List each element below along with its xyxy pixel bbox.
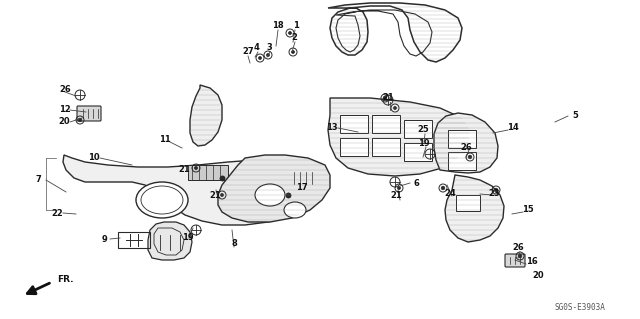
Circle shape <box>394 107 397 109</box>
Circle shape <box>221 194 223 197</box>
Bar <box>372 138 400 156</box>
Text: 5: 5 <box>572 110 578 120</box>
Circle shape <box>441 186 445 190</box>
Text: 7: 7 <box>35 175 41 184</box>
Text: FR.: FR. <box>57 276 74 285</box>
Bar <box>448 130 476 148</box>
FancyBboxPatch shape <box>505 254 525 267</box>
Text: 9: 9 <box>101 234 107 243</box>
Bar <box>118 232 150 248</box>
Ellipse shape <box>136 182 188 218</box>
Text: 15: 15 <box>522 205 534 214</box>
Bar <box>340 138 368 156</box>
Text: 20: 20 <box>532 271 544 279</box>
Text: 17: 17 <box>296 183 308 192</box>
Text: 2: 2 <box>291 33 297 42</box>
Text: 21: 21 <box>209 191 221 201</box>
Text: 8: 8 <box>231 239 237 248</box>
Ellipse shape <box>284 202 306 218</box>
Polygon shape <box>328 98 470 176</box>
Text: 24: 24 <box>444 189 456 198</box>
Text: 19: 19 <box>182 234 194 242</box>
Text: 20: 20 <box>58 117 70 127</box>
Text: 14: 14 <box>507 123 519 132</box>
Text: 6: 6 <box>413 179 419 188</box>
Text: 26: 26 <box>460 143 472 152</box>
Bar <box>372 115 400 133</box>
Text: 18: 18 <box>272 21 284 31</box>
Text: 26: 26 <box>512 243 524 253</box>
Text: 16: 16 <box>526 257 538 266</box>
Polygon shape <box>63 155 328 225</box>
Text: 27: 27 <box>242 48 254 56</box>
Polygon shape <box>148 222 192 260</box>
Bar <box>404 120 432 138</box>
Circle shape <box>494 188 498 192</box>
FancyBboxPatch shape <box>77 106 101 121</box>
Ellipse shape <box>255 184 285 206</box>
Text: 21: 21 <box>178 166 190 174</box>
Text: 13: 13 <box>326 123 338 132</box>
Text: 3: 3 <box>266 43 272 53</box>
Circle shape <box>259 56 262 60</box>
Text: SG0S-E3903A: SG0S-E3903A <box>555 303 605 313</box>
Polygon shape <box>218 155 330 222</box>
Polygon shape <box>190 85 222 146</box>
Text: 25: 25 <box>417 125 429 135</box>
Circle shape <box>291 50 294 54</box>
Text: 11: 11 <box>159 136 171 145</box>
Circle shape <box>266 54 269 56</box>
Text: 21: 21 <box>390 191 402 201</box>
Text: 10: 10 <box>88 152 100 161</box>
Bar <box>290 172 320 184</box>
Circle shape <box>468 155 472 159</box>
Text: 23: 23 <box>488 189 500 198</box>
Circle shape <box>518 254 522 258</box>
Text: 12: 12 <box>59 105 71 114</box>
Bar <box>404 143 432 161</box>
Text: 22: 22 <box>51 209 63 218</box>
Text: 4: 4 <box>253 43 259 53</box>
Bar <box>340 115 368 133</box>
Circle shape <box>397 187 401 189</box>
Ellipse shape <box>249 195 287 221</box>
Polygon shape <box>445 175 504 242</box>
Text: 1: 1 <box>293 21 299 31</box>
Text: 19: 19 <box>418 138 430 147</box>
Circle shape <box>383 96 387 100</box>
Bar <box>448 152 476 170</box>
Bar <box>456 195 480 211</box>
Circle shape <box>78 118 82 122</box>
Text: 21: 21 <box>382 93 394 102</box>
Circle shape <box>195 167 198 169</box>
Polygon shape <box>434 113 498 173</box>
Bar <box>188 165 228 180</box>
Circle shape <box>289 32 291 34</box>
Text: 26: 26 <box>59 85 71 94</box>
